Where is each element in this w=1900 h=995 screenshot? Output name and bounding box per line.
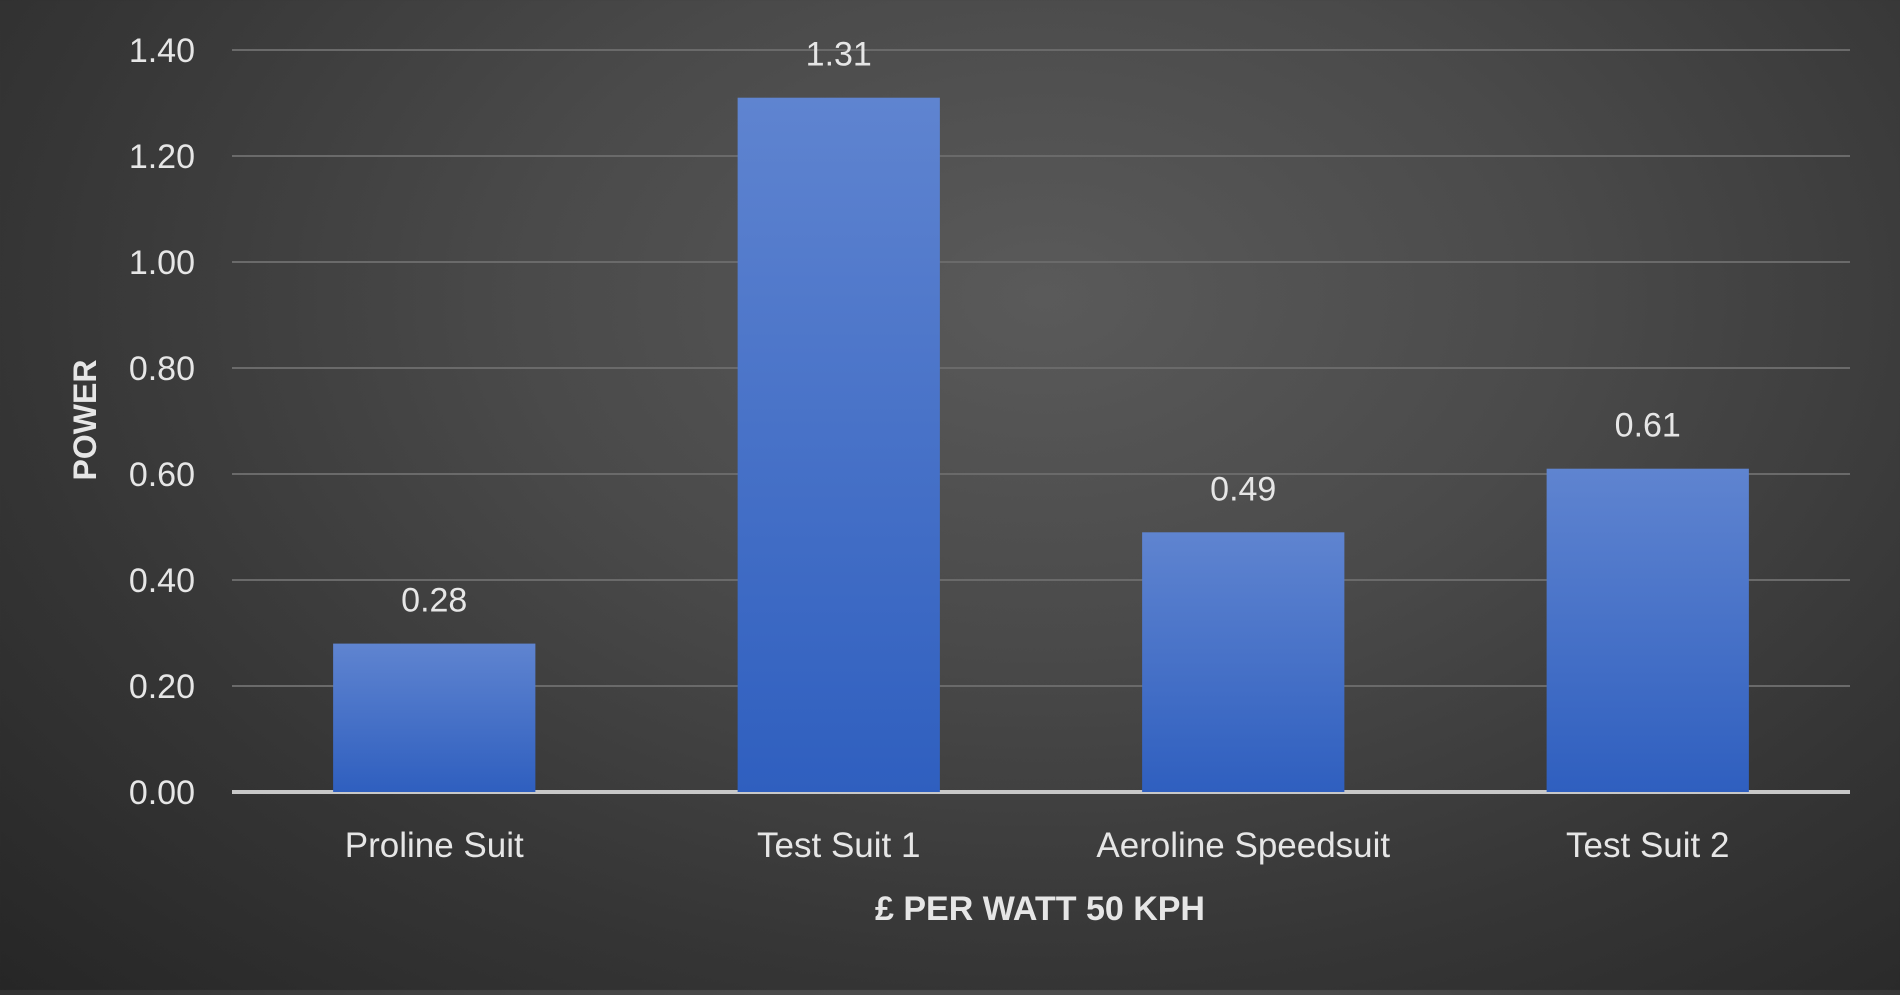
x-tick-label: Aeroline Speedsuit: [1096, 826, 1390, 865]
y-tick-label: 0.00: [129, 774, 195, 812]
x-axis-title: £ PER WATT 50 KPH: [875, 890, 1205, 928]
y-tick-label: 0.20: [129, 668, 195, 706]
data-label: 1.31: [806, 36, 872, 74]
x-tick-label: Proline Suit: [345, 826, 524, 865]
y-tick-label: 1.00: [129, 244, 195, 282]
data-label: 0.28: [401, 582, 467, 620]
y-tick-label: 0.40: [129, 562, 195, 600]
y-tick-label: 1.40: [129, 32, 195, 70]
y-tick-label: 0.80: [129, 350, 195, 388]
y-axis-title: POWER: [67, 360, 103, 481]
data-label: 0.61: [1615, 407, 1681, 445]
bar-aeroline-speedsuit: [1142, 532, 1345, 792]
bar-proline-suit: [333, 643, 536, 792]
bar-test-suit-1: [737, 97, 940, 792]
data-label: 0.49: [1210, 470, 1276, 508]
x-axis-ticks: Proline Suit Test Suit 1 Aeroline Speedsui…: [345, 826, 1730, 865]
data-labels: 0.28 1.31 0.49 0.61: [401, 36, 1681, 620]
x-tick-label: Test Suit 1: [757, 826, 920, 865]
x-tick-label: Test Suit 2: [1566, 826, 1729, 865]
y-axis-ticks: 0.00 0.20 0.40 0.60 0.80 1.00 1.20 1.40: [129, 32, 195, 812]
bar-test-suit-2: [1546, 468, 1749, 792]
bars: [333, 97, 1749, 792]
y-tick-label: 1.20: [129, 138, 195, 176]
y-tick-label: 0.60: [129, 456, 195, 494]
